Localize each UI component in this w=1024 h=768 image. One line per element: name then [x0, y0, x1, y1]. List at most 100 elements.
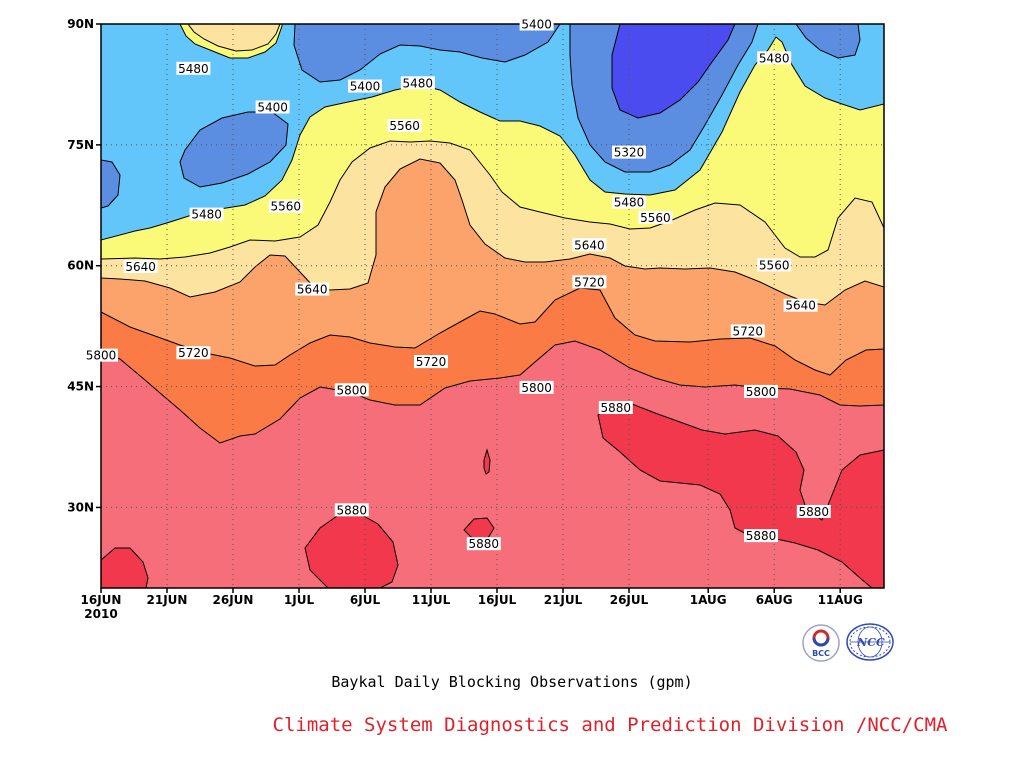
contour-label-value: 5480 [178, 62, 209, 76]
fill-below-5320 [612, 24, 735, 118]
contour-label-bg [783, 298, 818, 312]
contour-label: 5640 [123, 260, 158, 274]
contour-label: 5640 [783, 298, 818, 313]
contour-label-value: 5640 [574, 238, 605, 252]
contour-label-bg [744, 529, 778, 543]
contour-label: 5880 [466, 537, 501, 551]
contour-label-bg [295, 282, 330, 296]
contour-label-value: 5800 [521, 381, 552, 395]
contour-line [101, 24, 884, 376]
contour-label-value: 5880 [469, 537, 500, 551]
bcc-logo-text: BCC [812, 649, 830, 658]
fill-5560-5640-cap [188, 24, 280, 51]
contour-label-value: 5640 [297, 283, 328, 297]
y-tick-label: 90N [67, 17, 94, 31]
x-tick-label: 6JUL [350, 593, 381, 607]
contour-label-bg [348, 79, 382, 93]
contour-label-bg [519, 380, 554, 394]
x-tick-label: 26JUL [610, 593, 649, 607]
x-tick-label: 6AUG [756, 593, 793, 607]
contour-label-value: 5400 [257, 100, 288, 114]
fill-above-5880-east [598, 404, 884, 588]
contour-label-bg [400, 76, 435, 90]
contour-label-bg [268, 199, 303, 213]
contour-label-bg [387, 119, 422, 133]
contour-label: 5640 [295, 282, 330, 297]
x-year-label: 2010 [84, 607, 117, 621]
contour-line [101, 24, 884, 444]
contour-label: 5640 [572, 238, 607, 252]
x-tick-label: 1AUG [690, 593, 727, 607]
contour-line [795, 24, 861, 59]
ncc-logo-text: NCC [856, 636, 885, 649]
contour-label: 5720 [730, 324, 765, 338]
contour-label: 5800 [519, 380, 554, 395]
fill-above-5880-center [305, 514, 398, 588]
contour-label-bg [730, 324, 765, 338]
x-tick-label: 21JUL [544, 593, 583, 607]
contour-line [293, 24, 561, 83]
contour-label-value: 5720 [733, 324, 764, 338]
x-tick-label: 26JUN [213, 593, 254, 607]
contour-label: 5720 [572, 275, 607, 289]
contour-label: 5880 [598, 401, 633, 415]
contour-label: 5480 [612, 195, 646, 210]
contour-label-value: 5800 [86, 349, 117, 363]
contour-label: 5320 [612, 145, 646, 160]
contour-label-bg [334, 383, 369, 397]
contour-label-value: 5320 [614, 146, 645, 160]
plot-frame [100, 23, 885, 589]
contour-label-bg [123, 260, 158, 274]
x-tick-label: 11AUG [818, 593, 863, 607]
fill-5320-5400-west [180, 112, 288, 187]
contour-line [101, 24, 283, 59]
contour-label-bg [598, 401, 633, 415]
contour-label: 5560 [268, 199, 303, 214]
contour-label-value: 5480 [403, 76, 434, 90]
contour-label-value: 5880 [601, 401, 632, 415]
contour-label: 5400 [348, 79, 382, 94]
contour-line [101, 159, 121, 209]
contour-label-bg [757, 258, 792, 272]
contour-label: 5800 [84, 348, 118, 363]
contour-label-bg [414, 355, 448, 369]
contour-label-bg [638, 210, 673, 224]
contour-line [569, 24, 759, 173]
contour-label: 5720 [176, 346, 211, 360]
contour-label-value: 5400 [521, 18, 552, 32]
contour-label-value: 5480 [614, 196, 645, 210]
y-tick-label: 30N [67, 500, 94, 514]
contour-label-bg [612, 145, 646, 159]
contour-line [101, 547, 149, 588]
credit-line: Climate System Diagnostics and Predictio… [272, 714, 948, 736]
contour-label-bg [255, 100, 290, 114]
contour-label-value: 5800 [746, 385, 777, 399]
contour-line [101, 24, 884, 306]
contour-fill-layer [101, 24, 884, 588]
contour-line [101, 24, 884, 241]
contour-label: 5720 [414, 355, 448, 369]
y-tick-label: 75N [67, 138, 94, 152]
contour-label-bg [176, 61, 211, 75]
contour-line [179, 111, 289, 188]
contour-label-bg [757, 51, 792, 65]
y-tick-label: 60N [67, 259, 94, 273]
x-tick-label: 1JUL [284, 593, 315, 607]
fill-above-5880-small-1 [464, 518, 494, 540]
fill-5320-5400-far-ne [796, 24, 860, 58]
ncc-logo-icon: NCC [846, 623, 894, 661]
contour-label-value: 5640 [125, 260, 156, 274]
chart-title: Baykal Daily Blocking Observations (gpm) [331, 673, 693, 691]
contour-label-value: 5480 [191, 208, 222, 222]
contour-label-bg [744, 384, 778, 398]
fill-above-5880-southwest [101, 548, 148, 588]
contour-label-value: 5880 [799, 505, 830, 519]
contour-line [187, 24, 281, 52]
contour-label-value: 5400 [350, 80, 381, 94]
contour-label-value: 5800 [337, 383, 368, 397]
contour-label-value: 5560 [389, 119, 420, 133]
contour-label-bg [796, 504, 831, 518]
contour-label-value: 5480 [759, 51, 790, 65]
contour-label: 5800 [744, 384, 778, 399]
contour-label-bg [612, 195, 646, 209]
